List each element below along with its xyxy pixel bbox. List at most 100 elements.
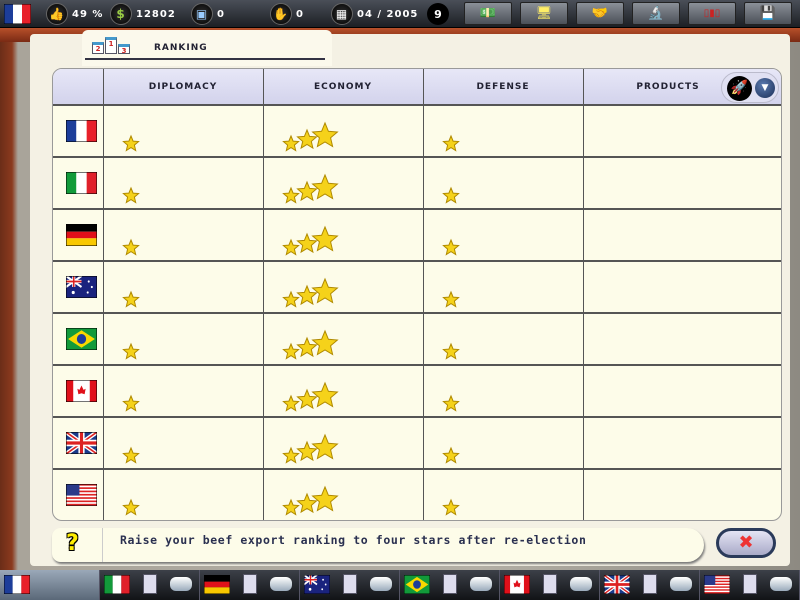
country-slot-ca[interactable] [500, 570, 600, 600]
approval-value: 49 % [72, 8, 104, 20]
country-slot-us[interactable] [700, 570, 800, 600]
economy-rating-stars [281, 168, 371, 204]
product-selector[interactable]: 🚀 ▼ [721, 72, 779, 103]
date-value: 04 / 2005 [357, 8, 419, 20]
money-stat: $12802 [110, 3, 176, 25]
hand-icon[interactable] [770, 577, 792, 591]
hand-icon[interactable] [670, 577, 692, 591]
column-diplomacy[interactable]: DIPLOMACY [148, 82, 218, 92]
defense-rating-stars [441, 116, 531, 152]
question-icon[interactable]: ? [66, 531, 79, 556]
flag-au-icon [65, 275, 98, 299]
treaty-document-icon[interactable] [543, 574, 557, 594]
defense-rating-stars [441, 324, 531, 360]
country-slot-de[interactable] [200, 570, 300, 600]
table-header: DIPLOMACY ECONOMY DEFENSE PRODUCTS 🚀 ▼ [53, 69, 781, 106]
close-icon: ✖ [738, 532, 754, 553]
divider [103, 69, 104, 520]
player-flag[interactable] [4, 3, 31, 25]
economy-rating-stars [281, 116, 371, 152]
ranking-table: DIPLOMACY ECONOMY DEFENSE PRODUCTS 🚀 ▼ [52, 68, 782, 521]
defense-rating-stars [441, 272, 531, 308]
money-value: 12802 [136, 8, 176, 20]
flag-ca-icon[interactable] [503, 574, 531, 595]
save-button[interactable]: 💾 [744, 2, 792, 25]
chevron-down-icon[interactable]: ▼ [755, 78, 775, 98]
flag-de-icon[interactable] [203, 574, 231, 595]
defense-rating-stars [441, 376, 531, 412]
flag-it-icon[interactable] [103, 574, 131, 595]
flag-gb-icon [64, 430, 99, 456]
hand-icon[interactable] [570, 577, 592, 591]
hand-alert-icon: ✋ [270, 3, 292, 25]
flag-fr-icon [65, 119, 98, 143]
table-row[interactable] [53, 418, 781, 470]
flag-br-icon [65, 327, 98, 351]
hand-icon[interactable] [470, 577, 492, 591]
deals-value: 0 [296, 8, 304, 20]
flag-us-icon[interactable] [703, 574, 731, 595]
flag-fr-icon[interactable] [3, 574, 31, 595]
treaty-document-icon[interactable] [443, 574, 457, 594]
flag-br-icon[interactable] [403, 574, 431, 595]
treaty-document-icon[interactable] [143, 574, 157, 594]
country-slot-it[interactable] [100, 570, 200, 600]
divider [583, 69, 584, 520]
diplomacy-button[interactable]: 🤝 [576, 2, 624, 25]
country-slot-br[interactable] [400, 570, 500, 600]
economy-rating-stars [281, 324, 371, 360]
table-row[interactable] [53, 106, 781, 158]
chest-icon: ▣ [191, 3, 213, 25]
table-row[interactable] [53, 158, 781, 210]
table-row[interactable] [53, 366, 781, 418]
flag-au-icon[interactable] [303, 574, 331, 595]
podium-icon: 2 1 3 [92, 37, 130, 55]
treaty-document-icon[interactable] [743, 574, 757, 594]
treaty-document-icon[interactable] [343, 574, 357, 594]
flag-ca-icon [65, 379, 98, 403]
treasury-value: 0 [217, 8, 225, 20]
research-button[interactable]: 🔬 [632, 2, 680, 25]
economy-rating-stars [281, 480, 371, 516]
floppy-disk-icon: 💾 [759, 6, 777, 21]
money-icon: $ [110, 3, 132, 25]
divider [263, 69, 264, 520]
hint-bar: ? Raise your beef export ranking to four… [52, 528, 704, 562]
flag-gb-icon[interactable] [603, 573, 631, 596]
diplomacy-rating-stars [121, 324, 211, 360]
hand-icon[interactable] [270, 577, 292, 591]
diplomacy-rating-stars [121, 220, 211, 256]
diplomacy-rating-stars [121, 272, 211, 308]
defense-rating-stars [441, 428, 531, 464]
money-coins-icon: 💵 [479, 6, 497, 21]
diplomacy-rating-stars [121, 116, 211, 152]
ranking-button[interactable]: ▯▮▯ [688, 2, 736, 25]
column-products[interactable]: PRODUCTS [636, 82, 700, 92]
hand-icon[interactable] [370, 577, 392, 591]
diplomacy-rating-stars [121, 428, 211, 464]
column-economy[interactable]: ECONOMY [313, 82, 373, 92]
turns-left-badge: 9 [427, 3, 449, 25]
economy-rating-stars [281, 272, 371, 308]
country-slot-gb[interactable] [600, 570, 700, 600]
table-row[interactable] [53, 262, 781, 314]
divider [423, 69, 424, 520]
country-slot-au[interactable] [300, 570, 400, 600]
podium-icon: ▯▮▯ [703, 8, 721, 19]
hand-icon[interactable] [170, 577, 192, 591]
country-slot-fr[interactable] [0, 570, 100, 600]
close-button[interactable]: ✖ [716, 528, 776, 558]
title-underline [85, 58, 325, 60]
column-defense[interactable]: DEFENSE [476, 82, 530, 92]
table-row[interactable] [53, 210, 781, 262]
calendar-icon: ▦ [331, 3, 353, 25]
trade-button[interactable]: 🖥 [520, 2, 568, 25]
economy-rating-stars [281, 428, 371, 464]
treaty-document-icon[interactable] [243, 574, 257, 594]
approval-stat: 👍 49 % [46, 3, 103, 25]
flag-de-icon [65, 223, 98, 247]
table-row[interactable] [53, 470, 781, 520]
treaty-document-icon[interactable] [643, 574, 657, 594]
finance-button[interactable]: 💵 [464, 2, 512, 25]
table-row[interactable] [53, 314, 781, 366]
